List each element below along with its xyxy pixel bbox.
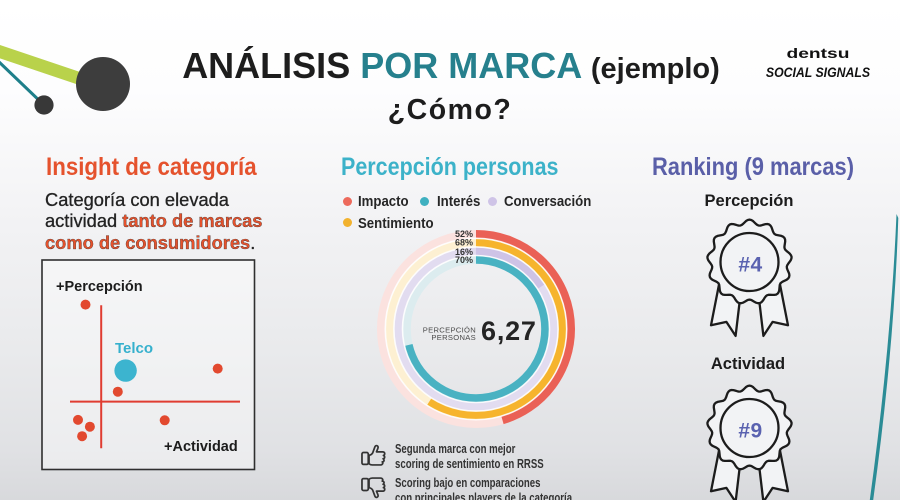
svg-text:70%: 70% xyxy=(455,255,473,265)
svg-text:#4: #4 xyxy=(738,254,762,277)
svg-text:68%: 68% xyxy=(455,238,473,248)
svg-text:Telco: Telco xyxy=(115,340,153,357)
svg-text:PERSONAS: PERSONAS xyxy=(431,333,476,342)
svg-text:PERCEPCIÓN: PERCEPCIÓN xyxy=(423,326,476,335)
svg-text:6,27: 6,27 xyxy=(481,316,537,346)
svg-text:+Percepción: +Percepción xyxy=(56,279,143,295)
svg-text:#9: #9 xyxy=(738,420,762,443)
svg-text:16%: 16% xyxy=(455,247,473,257)
svg-text:52%: 52% xyxy=(455,229,473,239)
svg-text:+Actividad: +Actividad xyxy=(164,439,238,455)
